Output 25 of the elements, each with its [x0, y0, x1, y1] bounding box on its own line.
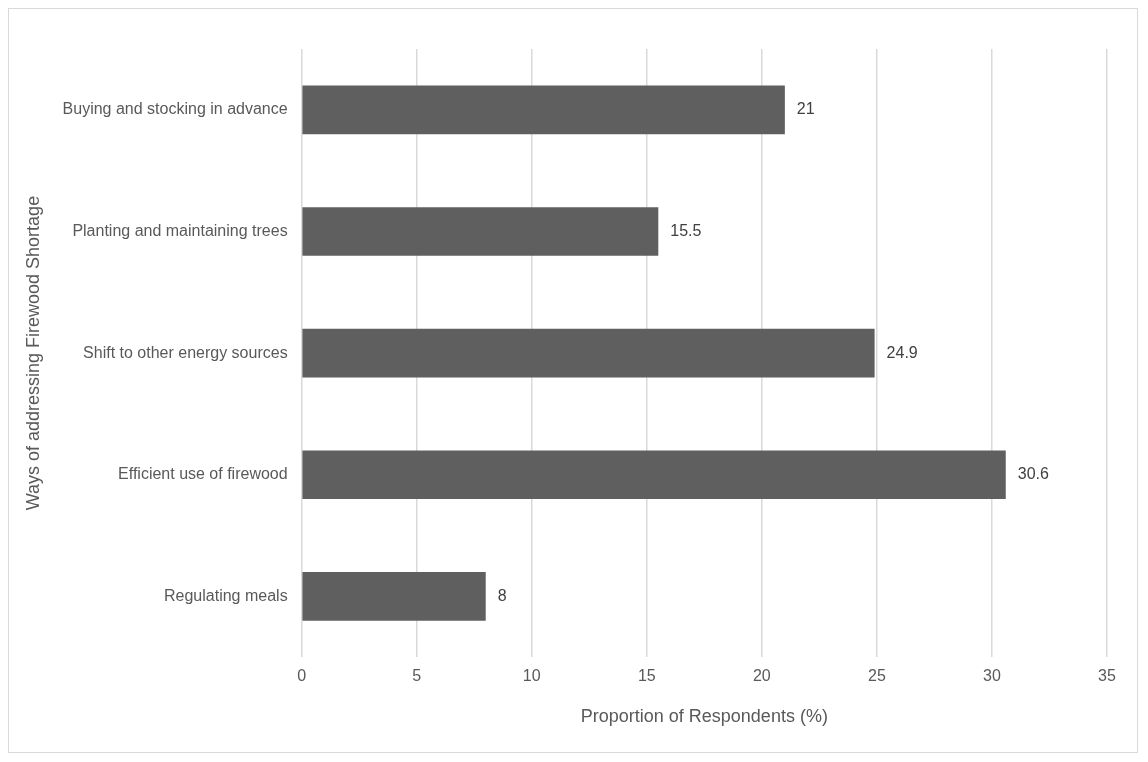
y-tick-label: Shift to other energy sources — [83, 343, 288, 361]
bar — [302, 328, 875, 378]
x-tick-label: 35 — [1098, 667, 1116, 685]
x-tick-label: 25 — [868, 667, 886, 685]
bar — [302, 572, 486, 621]
y-tick-label: Efficient use of firewood — [118, 465, 288, 483]
x-tick-label: 5 — [412, 667, 422, 685]
bar — [302, 207, 659, 256]
data-label: 21 — [796, 100, 815, 118]
y-axis-title: Ways of addressing Firewood Shortage — [22, 195, 43, 511]
x-tick-label: 30 — [983, 667, 1001, 685]
x-axis-title: Proportion of Respondents (%) — [580, 706, 828, 727]
bar — [302, 85, 785, 135]
data-label: 24.9 — [886, 343, 918, 361]
x-tick-label: 20 — [752, 667, 771, 685]
y-tick-label: Buying and stocking in advance — [62, 100, 288, 118]
x-tick-label: 15 — [637, 667, 656, 685]
data-label: 30.6 — [1017, 465, 1049, 483]
y-tick-label: Planting and maintaining trees — [72, 221, 288, 239]
y-tick-label: Regulating meals — [164, 586, 288, 604]
data-label: 8 — [497, 586, 507, 604]
x-tick-label: 0 — [297, 667, 307, 685]
x-tick-label: 10 — [522, 667, 541, 685]
data-label: 15.5 — [670, 221, 702, 239]
bar — [302, 450, 1006, 500]
